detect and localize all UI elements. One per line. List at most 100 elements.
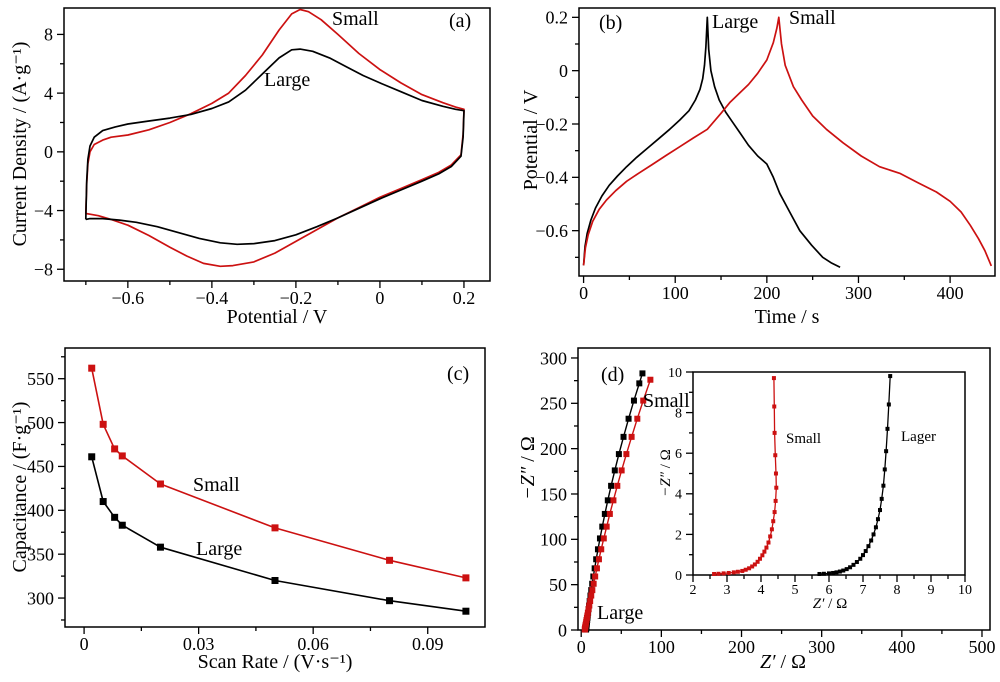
axes-a: −0.6 −0.4 −0.2 0 0.2 −8 −4 0 4 8: [34, 25, 475, 308]
x-tick-label: 8: [894, 583, 901, 598]
data-point-marker: [608, 482, 615, 489]
data-point-marker: [111, 513, 119, 521]
data-point-marker: [630, 397, 637, 404]
data-point-marker: [462, 607, 470, 615]
x-tick-label: −0.4: [196, 288, 229, 308]
panel-d-y-axis-label: −Z″ / Ω: [517, 436, 539, 499]
data-point-marker: [386, 556, 394, 564]
data-point-marker: [585, 606, 592, 613]
data-point-marker: [766, 540, 771, 545]
data-point-marker: [817, 571, 822, 576]
panel-a-series-label-small: Small: [332, 8, 379, 30]
data-point-marker: [618, 467, 625, 474]
data-point-marker: [600, 535, 607, 542]
inset-y-axis-label-symbol: −Z″: [657, 472, 674, 497]
series-a-small: [84, 8, 465, 268]
data-point-marker: [772, 510, 777, 515]
data-point-marker: [886, 402, 891, 407]
data-point-marker: [888, 374, 893, 379]
y-tick-label: −8: [34, 260, 53, 280]
data-point-marker: [640, 397, 647, 404]
data-point-marker: [603, 523, 610, 530]
panel-b-y-axis-label: Potential / V: [520, 89, 542, 191]
y-tick-label: 8: [44, 25, 53, 45]
x-tick-label: 500: [968, 637, 995, 657]
y-tick-label: 0: [558, 620, 567, 640]
x-tick-label: 200: [753, 283, 780, 303]
y-tick-label: 450: [27, 457, 54, 477]
panel-d-x-axis-label: Z′ / Ω: [760, 651, 806, 673]
x-tick-label: 0: [80, 634, 89, 654]
y-tick-label: 250: [540, 394, 567, 414]
inset-series-label-lager: Lager: [901, 429, 936, 445]
x-tick-label: 400: [937, 283, 964, 303]
y-tick-label: 4: [44, 83, 53, 103]
series-line: [90, 368, 467, 579]
data-point-marker: [879, 496, 884, 501]
inset-x-axis-label: Z′ / Ω: [813, 596, 847, 613]
y-tick-label: 0: [559, 61, 568, 81]
axes-c: 0 0.03 0.06 0.09 300 350 400 450 500 550: [27, 356, 444, 654]
series-b-large: [582, 16, 841, 268]
data-point-marker: [156, 480, 164, 488]
panel-d-x-axis-label-unit: / Ω: [775, 651, 806, 673]
panel-c-series-label-large: Large: [196, 538, 243, 560]
data-point-marker: [837, 569, 842, 574]
y-tick-label: 0: [44, 142, 53, 162]
data-point-marker: [588, 592, 595, 599]
data-point-marker: [773, 498, 778, 503]
panel-a-y-axis-label: Current Density / (A·g⁻¹): [9, 41, 31, 247]
panel-c-canvas: 0 0.03 0.06 0.09 300 350 400 450 500 550: [27, 347, 486, 654]
y-tick-label: 550: [27, 369, 54, 389]
inset-x-axis-label-unit: / Ω: [824, 596, 848, 612]
y-tick-label: −0.2: [535, 114, 568, 134]
data-point-marker: [99, 498, 107, 506]
plot-border-b: [578, 7, 996, 277]
data-point-marker: [611, 467, 618, 474]
x-tick-label: 3: [724, 583, 731, 598]
panel-b-canvas: 0 100 200 300 400 0.2 0 −0.2 −0.4 −0.6: [535, 7, 996, 303]
series-c-small: [88, 364, 470, 582]
panel-a-x-axis-label: Potential / V: [226, 306, 328, 328]
data-point-marker: [615, 451, 622, 458]
y-tick-label: 8: [675, 407, 682, 422]
plot-border-d: [577, 347, 991, 631]
data-point-marker: [747, 566, 752, 571]
x-tick-label: 5: [792, 583, 799, 598]
data-point-marker: [769, 527, 774, 532]
data-point-marker: [386, 597, 394, 605]
data-point-marker: [854, 560, 859, 565]
series-line: [84, 8, 465, 268]
x-tick-label: 9: [928, 583, 935, 598]
series-line: [90, 456, 467, 612]
data-point-marker: [771, 376, 776, 381]
plot-border-a: [63, 7, 491, 282]
data-point-marker: [772, 404, 777, 409]
x-tick-label: 0.09: [412, 634, 444, 654]
x-tick-label: 100: [648, 637, 675, 657]
series-inset-small: [712, 376, 779, 576]
data-point-marker: [878, 508, 882, 513]
data-point-marker: [647, 376, 654, 383]
x-tick-label: −0.6: [112, 288, 145, 308]
data-point-marker: [768, 534, 773, 539]
data-point-marker: [88, 453, 96, 461]
data-point-marker: [771, 519, 776, 524]
data-point-marker: [636, 380, 643, 387]
data-point-marker: [881, 483, 886, 488]
data-point-marker: [871, 532, 876, 537]
y-tick-label: 2: [675, 528, 682, 543]
data-point-marker: [118, 452, 126, 460]
y-tick-label: 50: [549, 575, 567, 595]
data-point-marker: [587, 597, 594, 604]
series-line: [714, 378, 777, 575]
panel-b-x-axis-label: Time / s: [754, 306, 820, 328]
data-point-marker: [590, 580, 597, 587]
data-point-marker: [863, 549, 868, 554]
data-point-marker: [628, 433, 635, 440]
x-tick-label: 7: [860, 583, 867, 598]
series-line: [582, 16, 993, 267]
y-tick-label: −0.6: [535, 221, 568, 241]
y-tick-label: 100: [540, 530, 567, 550]
